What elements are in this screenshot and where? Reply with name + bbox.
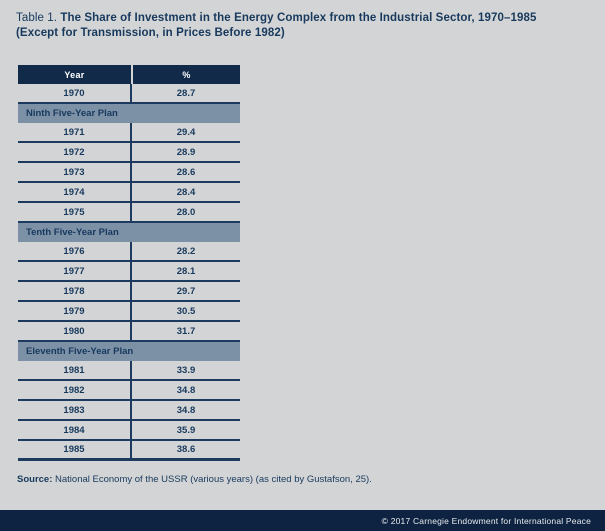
section-header-band: Ninth Five-Year Plan [18, 104, 240, 123]
investment-table: Year % 1970 28.7 Ninth Five-Year Plan 1971 2… [18, 65, 240, 461]
percent-cell: 28.7 [176, 87, 196, 99]
table-row: 1977 28.1 [18, 262, 240, 282]
table-row: 1978 29.7 [18, 282, 240, 302]
table-row: 1985 38.6 [18, 441, 240, 461]
table-title-line2: (Except for Transmission, in Prices Befo… [16, 27, 285, 39]
section-header-band: Eleventh Five-Year Plan [18, 342, 240, 361]
year-cell: 1975 [18, 203, 132, 221]
percent-column-header: % [133, 65, 240, 84]
section-header-band: Tenth Five-Year Plan [18, 223, 240, 242]
year-column-header: Year [18, 65, 131, 84]
year-cell: 1978 [18, 282, 132, 300]
percent-cell: 33.9 [176, 364, 196, 376]
year-cell: 1979 [18, 302, 132, 320]
table-title-line1: The Share of Investment in the Energy Co… [60, 12, 537, 24]
copyright-footer: © 2017 Carnegie Endowment for Internatio… [0, 510, 605, 531]
percent-cell: 38.6 [176, 444, 196, 455]
table-row: 1979 30.5 [18, 302, 240, 322]
table-row: 1982 34.8 [18, 381, 240, 401]
table-row: 1983 34.8 [18, 401, 240, 421]
source-note: Source: National Economy of the USSR (va… [17, 474, 372, 485]
year-cell: 1976 [18, 242, 132, 260]
year-cell: 1985 [18, 441, 132, 458]
year-cell: 1977 [18, 262, 132, 280]
year-cell: 1984 [18, 421, 132, 439]
table-row: 1970 28.7 [18, 84, 240, 104]
year-cell: 1980 [18, 322, 132, 340]
year-cell: 1970 [18, 84, 132, 102]
table-row: 1981 33.9 [18, 361, 240, 381]
source-label: Source: [17, 474, 53, 485]
year-cell: 1974 [18, 183, 132, 201]
percent-cell: 28.4 [176, 186, 196, 198]
table-row: 1984 35.9 [18, 421, 240, 441]
percent-cell: 28.9 [176, 146, 196, 158]
year-cell: 1972 [18, 143, 132, 161]
percent-cell: 29.7 [176, 285, 196, 297]
year-cell: 1981 [18, 361, 132, 379]
percent-cell: 31.7 [176, 325, 196, 337]
percent-cell: 34.8 [176, 384, 196, 396]
year-cell: 1971 [18, 123, 132, 141]
percent-cell: 28.6 [176, 166, 196, 178]
table-row: 1975 28.0 [18, 203, 240, 223]
year-cell: 1982 [18, 381, 132, 399]
percent-cell: 34.8 [176, 404, 196, 416]
percent-cell: 35.9 [176, 424, 196, 436]
table-row: 1980 31.7 [18, 322, 240, 342]
table-row: 1972 28.9 [18, 143, 240, 163]
source-text: National Economy of the USSR (various ye… [52, 474, 372, 485]
percent-cell: 28.1 [176, 265, 196, 277]
table-title-prefix: Table 1. [16, 12, 61, 24]
percent-cell: 29.4 [176, 126, 196, 138]
copyright-text: © 2017 Carnegie Endowment for Internatio… [381, 515, 591, 526]
table-row: 1973 28.6 [18, 163, 240, 183]
percent-cell: 28.2 [176, 245, 196, 257]
table-row: 1976 28.2 [18, 242, 240, 262]
table-row: 1974 28.4 [18, 183, 240, 203]
year-cell: 1983 [18, 401, 132, 419]
table-row: 1971 29.4 [18, 123, 240, 143]
investment-table-body: 1970 28.7 Ninth Five-Year Plan 1971 29.4 1972… [18, 84, 240, 461]
percent-cell: 30.5 [176, 305, 196, 317]
year-cell: 1973 [18, 163, 132, 181]
percent-cell: 28.0 [176, 206, 196, 218]
table-header-row: Year % [18, 65, 240, 84]
table-title: Table 1. The Share of Investment in the … [16, 11, 537, 41]
